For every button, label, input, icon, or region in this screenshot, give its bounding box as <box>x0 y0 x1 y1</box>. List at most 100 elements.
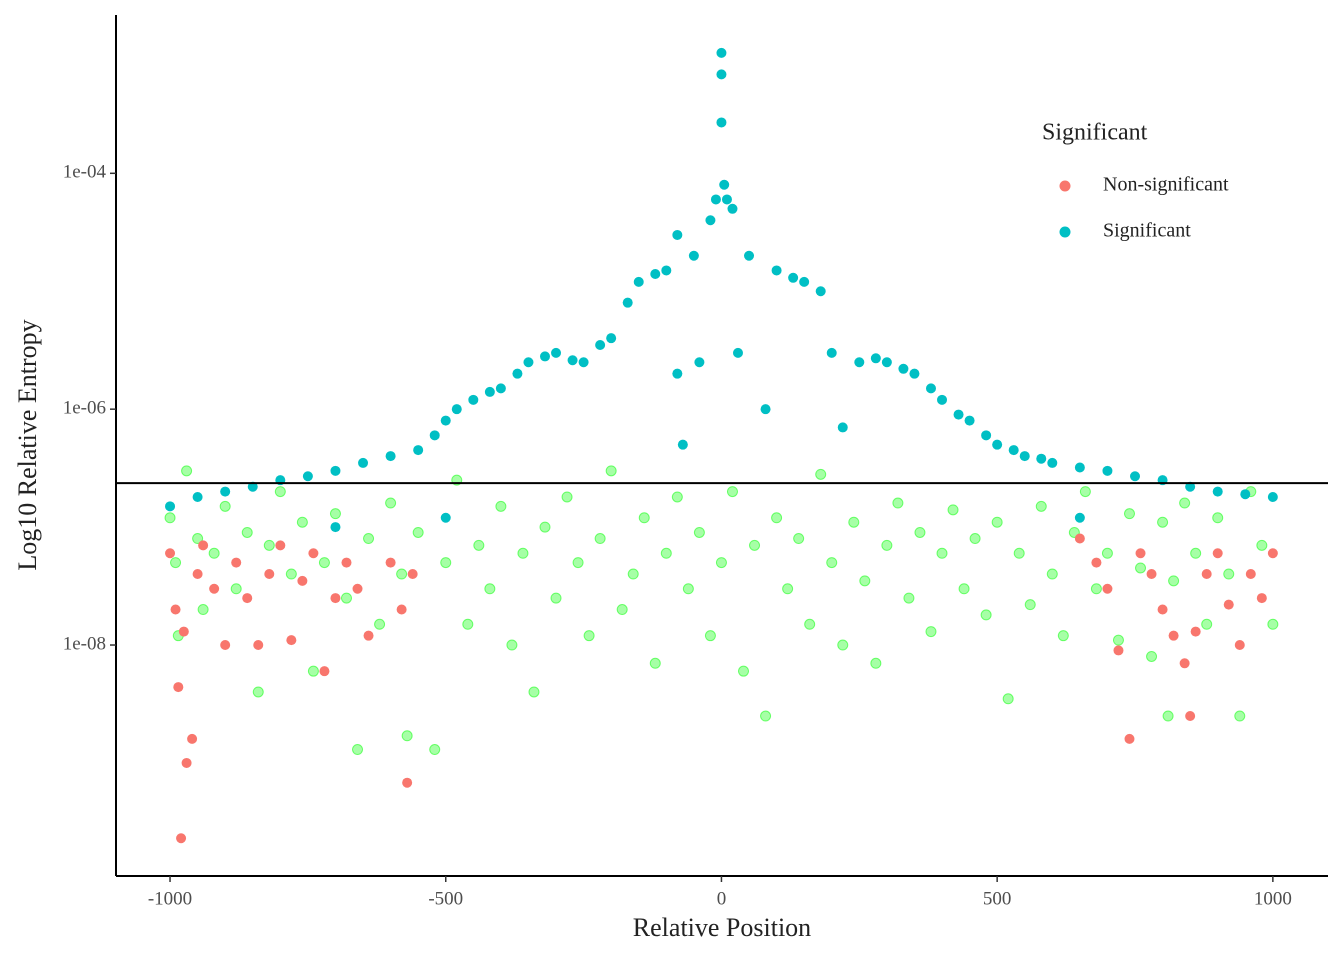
point <box>319 666 330 677</box>
point <box>385 451 396 462</box>
point <box>374 618 386 630</box>
point <box>407 569 418 580</box>
point <box>1074 512 1085 523</box>
point <box>352 583 363 594</box>
point <box>412 526 424 538</box>
point <box>771 512 783 524</box>
point <box>1074 462 1085 473</box>
point <box>981 430 992 441</box>
point <box>1190 547 1202 559</box>
point <box>170 604 181 615</box>
point <box>732 347 743 358</box>
point <box>969 533 981 545</box>
point <box>1157 604 1168 615</box>
point <box>826 557 838 569</box>
point <box>705 215 716 226</box>
point <box>429 430 440 441</box>
point <box>440 512 451 523</box>
point <box>804 618 816 630</box>
point <box>181 465 193 477</box>
point <box>208 547 220 559</box>
legend-swatch <box>1059 226 1071 238</box>
point <box>947 504 959 516</box>
point <box>219 500 231 512</box>
point <box>682 583 694 595</box>
point <box>275 540 286 551</box>
x-tick-label: 0 <box>717 888 727 909</box>
point <box>1079 486 1091 498</box>
point <box>252 686 264 698</box>
point <box>694 357 705 368</box>
point <box>616 604 628 616</box>
point <box>633 276 644 287</box>
point <box>903 592 915 604</box>
point <box>1013 547 1025 559</box>
point <box>396 568 408 580</box>
point <box>308 548 319 559</box>
point <box>715 557 727 569</box>
point <box>1135 562 1147 574</box>
point <box>583 630 595 642</box>
point <box>264 569 275 580</box>
point <box>413 445 424 456</box>
point <box>1179 658 1190 669</box>
point <box>815 286 826 297</box>
point <box>358 457 369 468</box>
point <box>523 357 534 368</box>
point <box>484 583 496 595</box>
point <box>285 568 297 580</box>
point <box>173 682 184 693</box>
point <box>451 404 462 415</box>
point <box>1245 569 1256 580</box>
point <box>363 630 374 641</box>
point <box>396 604 407 615</box>
point <box>318 557 330 569</box>
point <box>1223 568 1235 580</box>
x-tick-label: 500 <box>983 888 1012 909</box>
point <box>1234 710 1246 722</box>
point <box>848 516 860 528</box>
point <box>1074 533 1085 544</box>
point <box>192 491 203 502</box>
point <box>551 347 562 358</box>
point <box>1008 445 1019 456</box>
point <box>330 465 341 476</box>
point <box>1036 453 1047 464</box>
point <box>826 347 837 358</box>
point <box>964 415 975 426</box>
point <box>495 383 506 394</box>
legend-swatch <box>1059 180 1071 192</box>
point <box>1047 457 1058 468</box>
point <box>572 557 584 569</box>
point <box>1112 634 1124 646</box>
point <box>1223 599 1234 610</box>
point <box>672 368 683 379</box>
point <box>401 730 413 742</box>
point <box>991 516 1003 528</box>
point <box>760 404 771 415</box>
point <box>578 357 589 368</box>
point <box>727 203 738 214</box>
point <box>605 465 617 477</box>
point <box>837 639 849 651</box>
point <box>914 526 926 538</box>
point <box>726 486 738 498</box>
point <box>429 744 441 756</box>
point <box>440 415 451 426</box>
point <box>1091 557 1102 568</box>
point <box>1146 650 1158 662</box>
point <box>512 368 523 379</box>
point <box>330 522 341 533</box>
y-tick-label: 1e-06 <box>63 398 106 419</box>
point <box>693 526 705 538</box>
point <box>286 635 297 646</box>
point <box>176 833 187 844</box>
point <box>1256 593 1267 604</box>
point <box>1019 451 1030 462</box>
point <box>771 265 782 276</box>
point <box>209 583 220 594</box>
point <box>517 547 529 559</box>
point <box>594 533 606 545</box>
point <box>165 548 176 559</box>
